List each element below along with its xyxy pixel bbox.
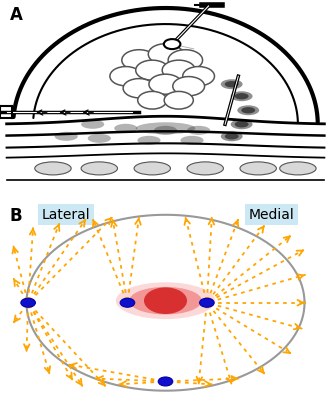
Ellipse shape bbox=[137, 136, 161, 145]
Ellipse shape bbox=[55, 132, 78, 141]
Ellipse shape bbox=[231, 91, 253, 101]
Text: Lateral: Lateral bbox=[42, 208, 90, 222]
Circle shape bbox=[138, 92, 167, 109]
Ellipse shape bbox=[81, 120, 104, 129]
Circle shape bbox=[148, 44, 183, 64]
Ellipse shape bbox=[225, 81, 239, 87]
Circle shape bbox=[183, 66, 214, 86]
Text: B: B bbox=[10, 207, 23, 225]
Ellipse shape bbox=[221, 79, 243, 89]
Circle shape bbox=[110, 66, 142, 86]
Ellipse shape bbox=[221, 131, 243, 141]
Ellipse shape bbox=[280, 162, 316, 175]
Ellipse shape bbox=[129, 287, 202, 315]
Circle shape bbox=[21, 298, 35, 307]
Ellipse shape bbox=[88, 134, 111, 143]
Ellipse shape bbox=[136, 122, 195, 134]
Circle shape bbox=[123, 79, 155, 98]
Ellipse shape bbox=[187, 126, 210, 135]
Ellipse shape bbox=[187, 162, 223, 175]
Ellipse shape bbox=[237, 105, 259, 115]
Ellipse shape bbox=[235, 93, 249, 99]
Circle shape bbox=[149, 74, 182, 94]
Circle shape bbox=[164, 39, 180, 49]
Circle shape bbox=[122, 50, 156, 70]
Circle shape bbox=[144, 288, 187, 314]
Ellipse shape bbox=[240, 162, 276, 175]
Ellipse shape bbox=[225, 133, 239, 139]
Text: A: A bbox=[10, 6, 23, 24]
Ellipse shape bbox=[35, 162, 71, 175]
Ellipse shape bbox=[116, 282, 215, 319]
Ellipse shape bbox=[81, 162, 118, 175]
Ellipse shape bbox=[241, 107, 255, 113]
Circle shape bbox=[200, 298, 214, 307]
Ellipse shape bbox=[154, 126, 177, 135]
Circle shape bbox=[120, 298, 135, 307]
Circle shape bbox=[164, 92, 193, 109]
Circle shape bbox=[162, 60, 195, 80]
Circle shape bbox=[136, 60, 169, 80]
Ellipse shape bbox=[231, 119, 253, 129]
Ellipse shape bbox=[235, 121, 249, 128]
Ellipse shape bbox=[114, 124, 137, 133]
Circle shape bbox=[168, 50, 203, 70]
Text: Medial: Medial bbox=[249, 208, 294, 222]
Ellipse shape bbox=[180, 136, 204, 145]
Circle shape bbox=[158, 377, 173, 386]
Ellipse shape bbox=[134, 162, 170, 175]
Circle shape bbox=[173, 77, 205, 96]
